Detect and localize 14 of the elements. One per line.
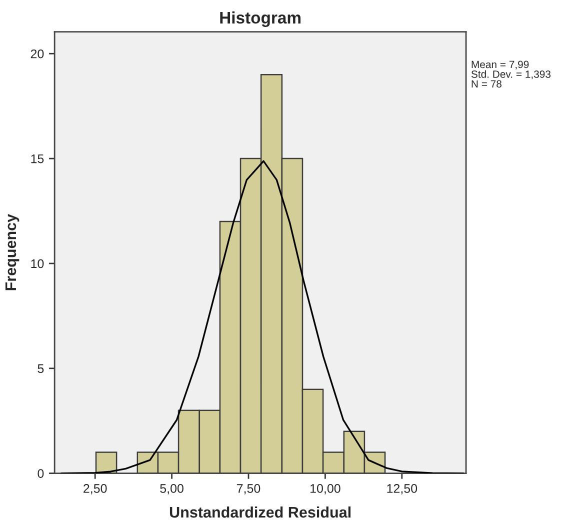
y-axis-title: Frequency xyxy=(5,214,20,290)
x-axis-title: Unstandardized Residual xyxy=(170,506,350,518)
y-tick-label: 15 xyxy=(31,154,44,164)
y-tick-label: 10 xyxy=(31,259,44,268)
chart-title: Histogram xyxy=(220,11,300,28)
x-tick-label: 12,50 xyxy=(387,484,418,494)
x-tick-label: 2,50 xyxy=(84,484,107,494)
y-tick-label: 5 xyxy=(38,364,44,374)
text: Mean = 7,99 Std. Dev. = 1,393 N = 78 xyxy=(471,60,551,88)
x-tick-label: 10,00 xyxy=(310,484,340,494)
x-tick-label: 5,00 xyxy=(160,484,184,494)
x-tick-label: 7,50 xyxy=(236,484,260,494)
y-tick-label: 20 xyxy=(30,49,44,58)
y-tick-label: 0 xyxy=(38,469,44,478)
